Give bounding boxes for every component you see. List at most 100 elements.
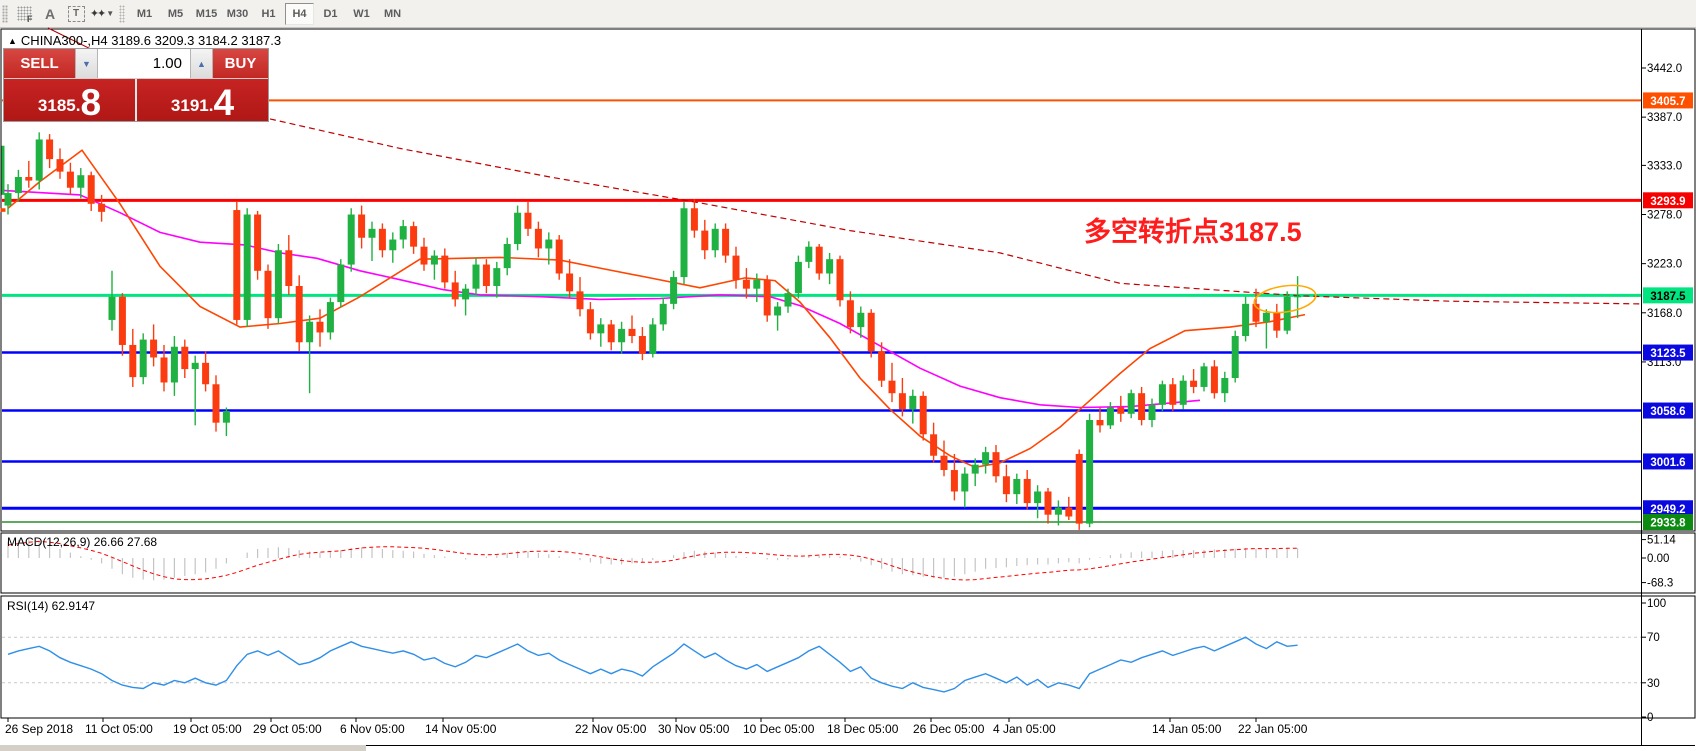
candle-body bbox=[867, 312, 875, 352]
candle-body bbox=[4, 193, 12, 206]
candle-body bbox=[139, 339, 147, 378]
rsi-tick-label: 30 bbox=[1647, 678, 1660, 690]
volume-increase-button[interactable]: ▲ bbox=[190, 49, 213, 78]
collapse-arrow-icon[interactable]: ▲ bbox=[8, 36, 17, 46]
candle-body bbox=[930, 434, 938, 456]
text-tool-icon[interactable]: T bbox=[63, 3, 89, 25]
candle-body bbox=[326, 302, 334, 333]
tf-button-M15[interactable]: M15 bbox=[195, 7, 218, 20]
candle-body bbox=[1221, 378, 1229, 394]
rsi-tick-label: 100 bbox=[1647, 598, 1666, 610]
toolbar-drag-handle[interactable] bbox=[2, 4, 8, 23]
sell-price-pips: 8 bbox=[80, 82, 102, 124]
candle-body bbox=[98, 203, 106, 212]
candle-body bbox=[659, 303, 667, 325]
candle-body bbox=[555, 239, 563, 274]
sell-button[interactable]: SELL bbox=[4, 49, 75, 78]
volume-input[interactable] bbox=[98, 49, 190, 78]
candle-body bbox=[35, 139, 43, 181]
candle-body bbox=[680, 208, 688, 278]
candle-body bbox=[753, 279, 761, 289]
rsi-tick-label: 70 bbox=[1647, 632, 1660, 644]
volume-decrease-button[interactable]: ▼ bbox=[75, 49, 98, 78]
candle-body bbox=[566, 273, 574, 292]
buy-price-main: 3191 bbox=[170, 96, 209, 115]
candle-body bbox=[482, 264, 490, 286]
candle-body bbox=[77, 175, 85, 188]
candle-body bbox=[441, 255, 449, 283]
candle-body bbox=[1065, 507, 1073, 517]
candle-body bbox=[1169, 384, 1177, 405]
candle-body bbox=[524, 212, 532, 229]
candle-body bbox=[503, 243, 511, 269]
rsi-line bbox=[7, 636, 1298, 693]
candle-body bbox=[992, 452, 1000, 477]
horizontal-scrollbar[interactable] bbox=[0, 745, 366, 751]
tf-button-D1[interactable]: D1 bbox=[323, 7, 338, 20]
candle-body bbox=[337, 264, 345, 303]
tf-button-M5[interactable]: M5 bbox=[167, 7, 184, 20]
candle-body bbox=[1086, 419, 1094, 524]
label-a-icon[interactable]: A bbox=[44, 5, 56, 22]
date-label: 22 Nov 05:00 bbox=[575, 722, 647, 736]
macd-panel[interactable] bbox=[0, 532, 1696, 594]
tf-button-MN[interactable]: MN bbox=[383, 7, 402, 20]
candle-body bbox=[368, 228, 376, 238]
candle-body bbox=[545, 239, 553, 249]
chart-title: ▲ CHINA300-,H4 3189.6 3209.3 3184.2 3187.… bbox=[8, 33, 281, 48]
tf-button-H1[interactable]: H1 bbox=[261, 7, 276, 20]
rsi-tick-label: 0 bbox=[1647, 712, 1653, 724]
candle-body bbox=[191, 362, 199, 370]
candle-body bbox=[181, 346, 189, 370]
ellipse-annotation[interactable] bbox=[1252, 282, 1317, 316]
buy-button[interactable]: BUY bbox=[213, 49, 268, 78]
candle-body bbox=[285, 250, 293, 286]
sell-price-button[interactable]: 3185. 8 bbox=[4, 79, 137, 121]
price-badge-3187.5 bbox=[1643, 287, 1693, 304]
price-tick-label: 3168.0 bbox=[1647, 308, 1682, 320]
tf-button-H4[interactable]: H4 bbox=[285, 2, 314, 25]
candle-body bbox=[950, 470, 958, 492]
price-tick-label: 3223.0 bbox=[1647, 259, 1682, 271]
candle-body bbox=[378, 228, 386, 251]
candle-body bbox=[649, 324, 657, 354]
candle-body bbox=[87, 175, 95, 204]
date-label: 26 Dec 05:00 bbox=[913, 722, 985, 736]
date-label: 10 Dec 05:00 bbox=[743, 722, 815, 736]
candles[interactable] bbox=[4, 132, 1302, 530]
candle-body bbox=[243, 214, 251, 320]
candle-body bbox=[25, 176, 33, 181]
timeframe-button-group: M1 M5 M15 M30 H1 H4 D1 W1 MN bbox=[129, 2, 408, 25]
tf-button-M1[interactable]: M1 bbox=[136, 7, 153, 20]
date-label: 30 Nov 05:00 bbox=[658, 722, 730, 736]
candle-body bbox=[1262, 312, 1270, 322]
candle-body bbox=[878, 351, 886, 381]
chart-symbol-label: CHINA300-,H4 bbox=[20, 33, 108, 48]
price-badge-3058.6 bbox=[1643, 402, 1693, 419]
main-panel[interactable] bbox=[0, 28, 1696, 532]
candle-body bbox=[1252, 303, 1260, 322]
candle-body bbox=[971, 464, 979, 474]
tf-button-W1[interactable]: W1 bbox=[353, 7, 370, 20]
candle-body bbox=[306, 321, 314, 343]
candle-body bbox=[202, 362, 210, 385]
tf-button-M30[interactable]: M30 bbox=[226, 7, 249, 20]
candle-body bbox=[222, 411, 230, 423]
candle-body bbox=[108, 296, 116, 320]
candle-body bbox=[1190, 380, 1198, 387]
rsi-panel[interactable] bbox=[0, 595, 1696, 719]
candle-body bbox=[389, 239, 397, 251]
shapes-icon[interactable]: ✦✦ ▼ bbox=[89, 8, 115, 20]
candle-body bbox=[358, 214, 366, 238]
toolbar: F A T ✦✦ ▼ M1 M5 M15 M30 H1 H4 D1 W1 MN bbox=[0, 0, 1696, 28]
buy-price-button[interactable]: 3191. 4 bbox=[137, 79, 268, 121]
grid-f-icon[interactable]: F bbox=[11, 3, 37, 25]
candle-body bbox=[690, 208, 698, 231]
candle-body bbox=[150, 339, 158, 358]
date-label: 19 Oct 05:00 bbox=[173, 722, 242, 736]
one-click-trading-panel: SELL ▼ ▲ BUY 3185.8 3191.4 bbox=[3, 48, 269, 122]
price-badge-label: 3058.6 bbox=[1650, 406, 1685, 418]
chart-ohlc-values: 3189.6 3209.3 3184.2 3187.3 bbox=[111, 33, 282, 48]
date-label: 18 Dec 05:00 bbox=[827, 722, 899, 736]
